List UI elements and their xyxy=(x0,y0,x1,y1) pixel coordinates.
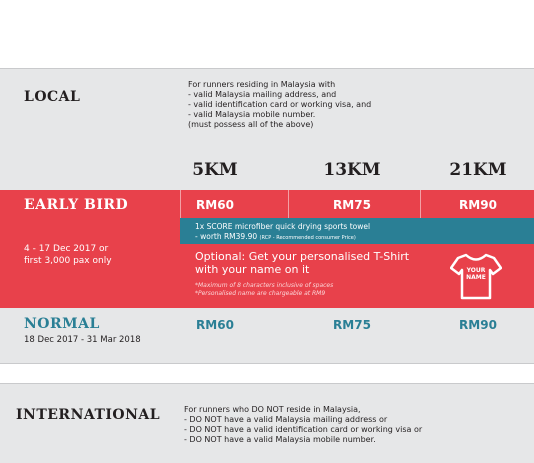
early-bird-band xyxy=(0,190,534,308)
line: - valid Malaysia mobile number. xyxy=(188,110,316,119)
local-title: LOCAL xyxy=(24,89,81,105)
price: RM90 xyxy=(459,318,497,332)
towel-text: 1x SCORE microfiber quick drying sports … xyxy=(195,222,370,243)
line: (must possess all of the above) xyxy=(188,120,314,129)
rcp: (RCP - Recommended consumer Price) xyxy=(259,235,356,241)
line: 1x SCORE microfiber quick drying sports … xyxy=(195,222,371,231)
early-bird-label: EARLY BIRD xyxy=(24,197,129,213)
price: RM75 xyxy=(333,318,371,332)
tshirt-outline xyxy=(450,253,502,300)
price: RM75 xyxy=(333,198,371,212)
text: - worth RM39.90 xyxy=(195,232,258,241)
international-description: For runners who DO NOT reside in Malaysi… xyxy=(184,405,422,445)
divider xyxy=(180,190,181,218)
column-header: 5KM xyxy=(192,160,238,180)
line: *Maximum of 8 characters inclusive of sp… xyxy=(195,282,334,289)
international-title: INTERNATIONAL xyxy=(16,407,161,423)
line: NAME xyxy=(466,274,486,281)
normal-dates: 18 Dec 2017 - 31 Mar 2018 xyxy=(24,335,141,345)
optional-text: Optional: Get your personalised T-Shirt … xyxy=(195,250,409,276)
local-description: For runners residing in Malaysia with - … xyxy=(188,80,371,130)
price: RM90 xyxy=(459,198,497,212)
towel-band xyxy=(180,218,534,244)
tshirt-label: YOUR NAME xyxy=(463,267,489,281)
price: RM60 xyxy=(196,318,234,332)
line: - valid Malaysia mailing address, and xyxy=(188,90,337,99)
column-header: 21KM xyxy=(449,160,507,180)
line: - DO NOT have a valid identification car… xyxy=(184,425,423,434)
line: - DO NOT have a valid Malaysia mobile nu… xyxy=(184,435,376,444)
divider xyxy=(420,190,421,218)
line: first 3,000 pax only xyxy=(24,256,112,266)
line: For runners residing in Malaysia with xyxy=(188,80,336,89)
line: 4 - 17 Dec 2017 or xyxy=(24,244,109,254)
tshirt-icon xyxy=(450,253,502,300)
line: - valid identification card or working v… xyxy=(188,100,372,109)
line: Optional: Get your personalised T-Shirt xyxy=(195,250,410,263)
notes: *Maximum of 8 characters inclusive of sp… xyxy=(195,282,333,298)
line: - worth RM39.90 (RCP - Recommended consu… xyxy=(195,232,370,243)
early-bird-dates: 4 - 17 Dec 2017 or first 3,000 pax only xyxy=(24,243,112,267)
normal-label: NORMAL xyxy=(24,316,100,332)
column-header: 13KM xyxy=(323,160,381,180)
line: *Personalised name are chargeable at RM9 xyxy=(195,290,326,297)
divider xyxy=(288,190,289,218)
line: YOUR xyxy=(466,267,486,274)
international-panel xyxy=(0,383,534,463)
line: For runners who DO NOT reside in Malaysi… xyxy=(184,405,361,414)
line: with your name on it xyxy=(195,263,310,276)
line: - DO NOT have a valid Malaysia mailing a… xyxy=(184,415,388,424)
price: RM60 xyxy=(196,198,234,212)
